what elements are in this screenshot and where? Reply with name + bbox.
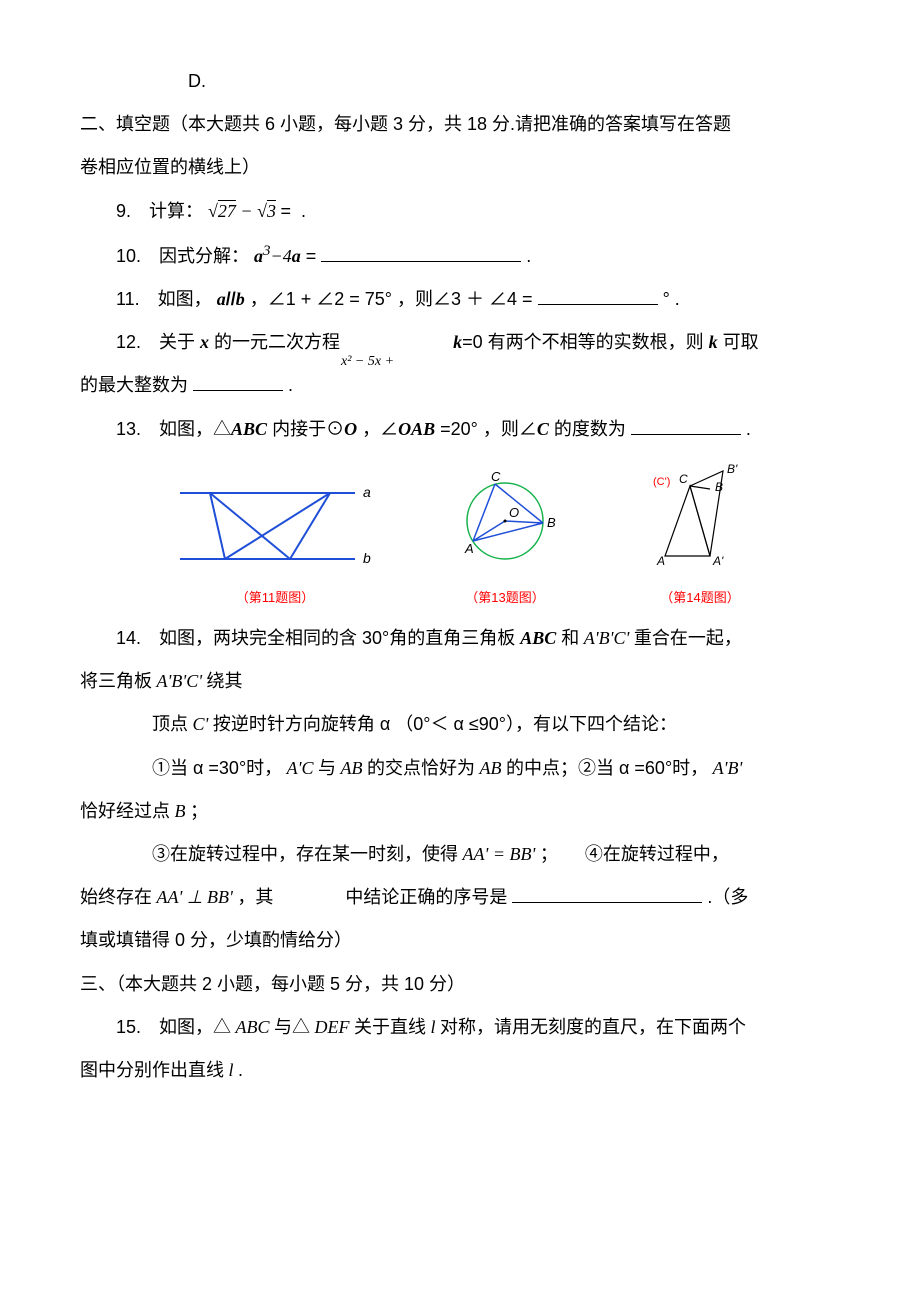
figures-row: a b （第11题图） A B C O （第13题图）: [140, 461, 800, 607]
fig11: a b （第11题图）: [175, 481, 375, 607]
q12-blank: [193, 372, 283, 392]
fig14-caption: （第14题图）: [635, 589, 765, 607]
q10: 10. 因式分解： a3−4a = .: [80, 233, 840, 278]
q14-line7: 始终存在 AA' ⊥ BB' ，其 中结论正确的序号是 .（多: [80, 876, 840, 919]
q15-line1: 15. 如图，△ ABC 与△ DEF 关于直线 l 对称，请用无刻度的直尺，在…: [80, 1006, 840, 1049]
svg-text:B: B: [547, 515, 556, 530]
svg-text:B': B': [727, 462, 738, 476]
q12-line1: 12. 关于 x 的一元二次方程 k=0 有两个不相等的实数根，则 k 可取 x…: [80, 321, 840, 364]
q14-line8: 填或填错得 0 分，少填酌情给分）: [80, 919, 840, 962]
q14-line1: 14. 如图，两块完全相同的含 30°角的直角三角板 ABC 和 A'B'C' …: [80, 617, 840, 660]
svg-text:A: A: [656, 554, 665, 568]
svg-text:O: O: [509, 505, 519, 520]
section3-title: 三、（本大题共 2 小题，每小题 5 分，共 10 分）: [80, 963, 840, 1006]
q13: 13. 如图，△ABC 内接于⊙O ，∠OAB =20° ，则∠C 的度数为 .: [80, 408, 840, 451]
fig11-caption: （第11题图）: [175, 589, 375, 607]
q14-line5: 恰好经过点 B ；: [80, 790, 840, 833]
fig14-svg: A A' B B' C (C'): [635, 461, 765, 571]
q14-blank: [512, 883, 702, 903]
svg-text:A': A': [712, 554, 724, 568]
q11: 11. 如图， a//b ，∠1 + ∠2 = 75° ，则∠3 ＋ ∠4 = …: [80, 278, 840, 321]
fig14: A A' B B' C (C') （第14题图）: [635, 461, 765, 607]
section2-title-a: 二、填空题（本大题共 6 小题，每小题 3 分，共 18 分.请把准确的答案填写…: [80, 103, 840, 146]
fig13: A B C O （第13题图）: [445, 471, 565, 607]
q9-label: 9. 计算：: [116, 201, 203, 221]
section2-title-b: 卷相应位置的横线上）: [80, 146, 840, 189]
svg-text:B: B: [715, 480, 723, 494]
svg-text:C: C: [491, 471, 501, 484]
q15-line2: 图中分别作出直线 l .: [80, 1049, 840, 1092]
q12-sub-expr: x² − 5x +: [305, 345, 394, 379]
fig13-caption: （第13题图）: [445, 589, 565, 607]
q14-line3: 顶点 C' 按逆时针方向旋转角 α （0°＜ α ≤90°），有以下四个结论：: [80, 703, 840, 746]
q14-line2: 将三角板 A'B'C' 绕其: [80, 660, 840, 703]
svg-text:C: C: [679, 472, 688, 486]
q10-blank: [321, 242, 521, 262]
option-d: D.: [80, 60, 840, 103]
svg-text:b: b: [363, 550, 371, 566]
q14-line6: ③在旋转过程中，存在某一时刻，使得 AA' = BB' ； ④在旋转过程中，: [80, 833, 840, 876]
q14-line4: ①当 α =30°时， A'C 与 AB 的交点恰好为 AB 的中点；②当 α …: [80, 747, 840, 790]
fig11-svg: a b: [175, 481, 375, 571]
q13-blank: [631, 415, 741, 435]
svg-text:(C'): (C'): [653, 476, 670, 488]
svg-text:A: A: [464, 541, 474, 556]
svg-text:a: a: [363, 484, 371, 500]
q12-line2: 的最大整数为 .: [80, 364, 840, 407]
q11-blank: [538, 285, 658, 305]
q9: 9. 计算： √27 − √3 = .: [80, 190, 840, 233]
fig13-svg: A B C O: [445, 471, 565, 571]
